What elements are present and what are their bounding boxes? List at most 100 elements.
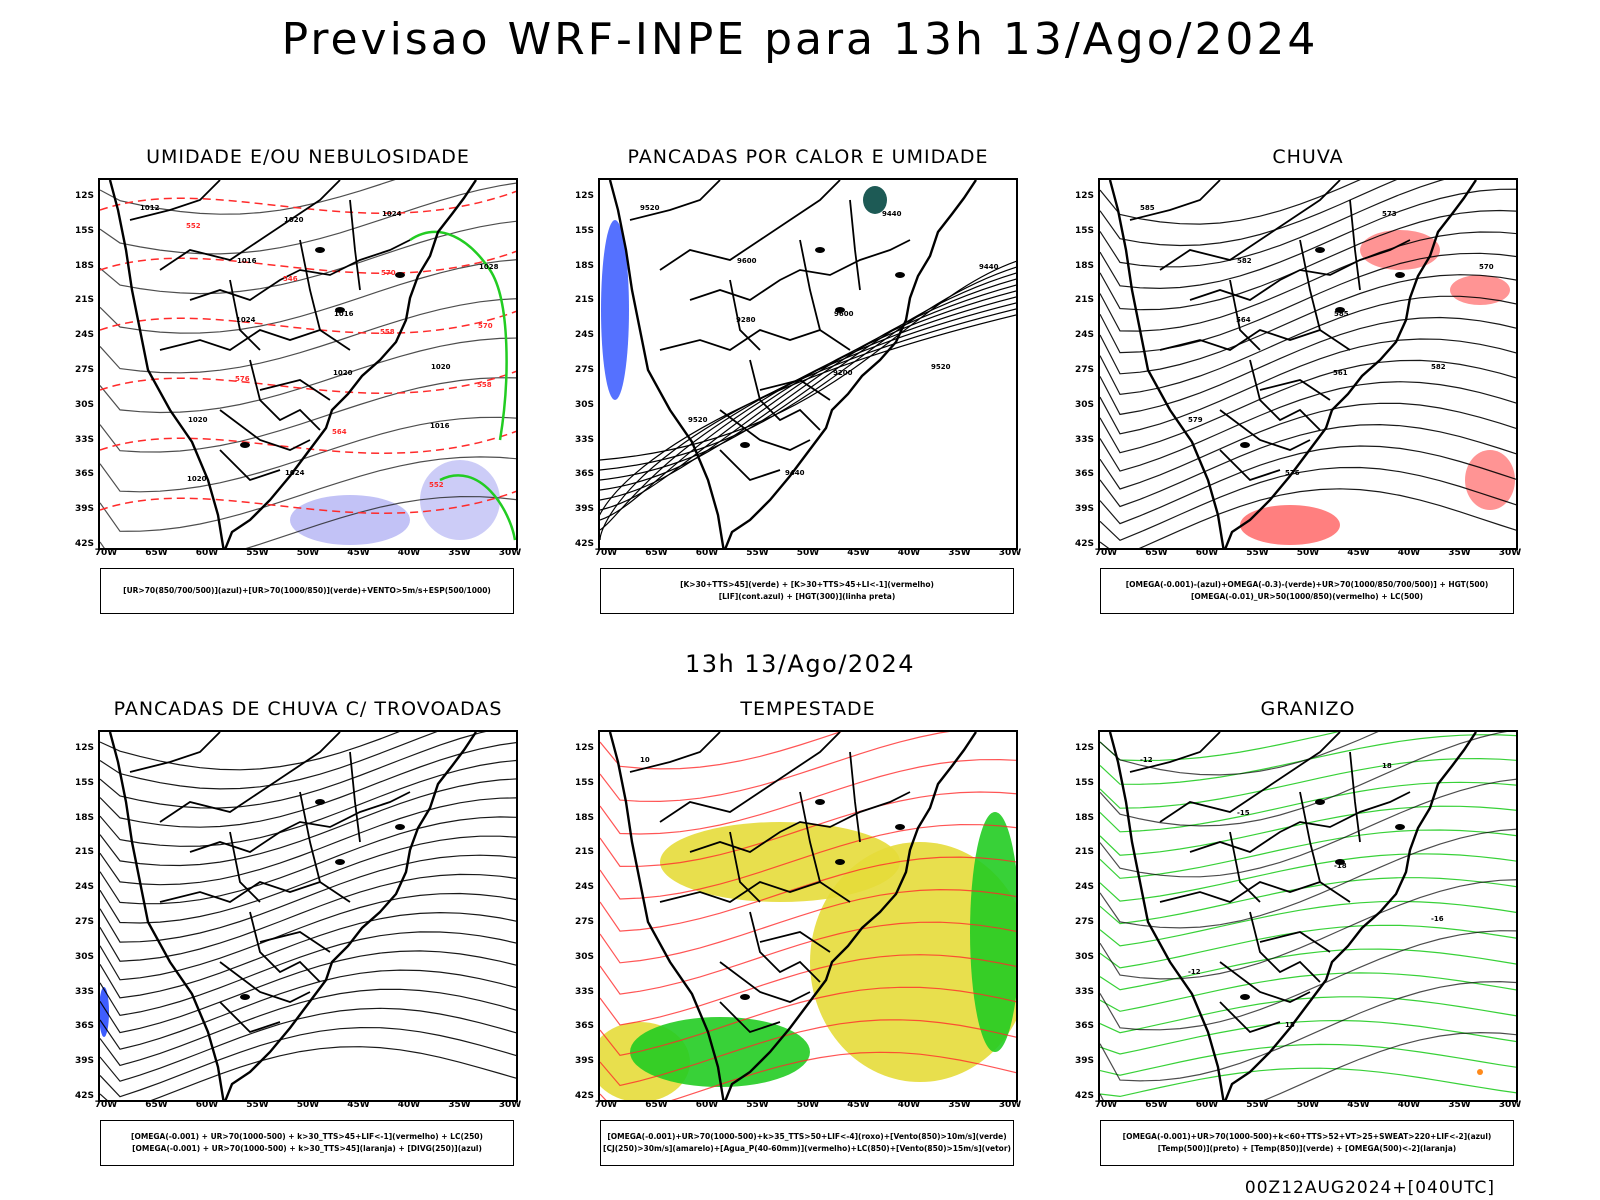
contour-label: 585	[1334, 310, 1349, 318]
shaded-area	[290, 495, 410, 545]
latitude-label: 39S	[1074, 504, 1094, 515]
political-border	[1349, 751, 1361, 843]
streamline	[1100, 930, 1516, 1031]
longitude-label: 50W	[796, 1100, 820, 1110]
latitude-label: 33S	[1074, 434, 1094, 445]
political-border	[689, 791, 911, 853]
jet-stream-area	[810, 842, 1016, 1082]
streamline	[1100, 188, 1516, 290]
rain-area	[1240, 505, 1340, 545]
contour-label: 9600	[737, 257, 757, 265]
legend-line: [OMEGA(-0.001) + UR>70(1000-500) + k>30_…	[132, 1144, 482, 1153]
longitude-label: 40W	[897, 1100, 921, 1110]
latitude-label: 42S	[574, 1091, 594, 1101]
rain-area	[1450, 275, 1510, 305]
latitude-label: 12S	[1074, 743, 1094, 753]
latitude-label: 33S	[574, 434, 594, 445]
contour-label: 561	[1333, 369, 1348, 377]
legend-line: [K>30+TTS>45](verde) + [K>30+TTS>45+LI<-…	[680, 580, 934, 589]
contour-label: 1024	[382, 210, 402, 218]
political-border	[189, 239, 411, 301]
streamline	[100, 950, 516, 1034]
political-border	[759, 931, 831, 953]
longitude-label: 35W	[1448, 548, 1471, 558]
contour-label: 570	[478, 322, 493, 330]
panel-legend: [OMEGA(-0.001) + UR>70(1000-500) + k>30_…	[100, 1120, 514, 1166]
contour-label: 10	[640, 756, 650, 764]
contour-label: -15	[1237, 809, 1250, 817]
legend-line: [OMEGA(-0.001)-(azul)+OMEGA(-0.3)-(verde…	[1125, 580, 1489, 589]
latitude-label: 30S	[74, 399, 94, 410]
lake	[1395, 824, 1405, 830]
streamline	[1100, 900, 1516, 947]
panel-legend: [OMEGA(-0.001)+UR>70(1000-500)+k<60+TTS>…	[1100, 1120, 1514, 1166]
latitude-label: 42S	[574, 539, 594, 549]
longitude-label: 65W	[145, 548, 168, 558]
lake	[240, 442, 250, 448]
wind-850-area	[970, 812, 1016, 1052]
latitude-label: 33S	[74, 986, 94, 997]
political-border	[299, 791, 321, 883]
lake	[1395, 272, 1405, 278]
panel-title: PANCADAS DE CHUVA C/ TROVOADAS	[113, 698, 503, 720]
longitude-label: 40W	[897, 548, 921, 558]
political-border	[229, 831, 261, 903]
lake	[815, 247, 825, 253]
dashed-contour	[100, 370, 516, 394]
streamline	[100, 732, 487, 809]
streamline	[1100, 180, 1445, 268]
contour-label: 9600	[834, 310, 854, 318]
longitude-label: 50W	[1296, 548, 1320, 558]
coastline	[1108, 732, 1477, 1100]
latitude-label: 36S	[574, 469, 594, 480]
latitude-label: 24S	[574, 330, 594, 341]
streamline	[600, 856, 1016, 932]
longitude-label: 55W	[1246, 1100, 1269, 1110]
contour-label: 552	[429, 481, 444, 489]
contour-label: -18	[1334, 862, 1347, 870]
contour-label: 573	[1382, 210, 1397, 218]
contour-label: 582	[1431, 363, 1446, 371]
panel-legend: [K>30+TTS>45](verde) + [K>30+TTS>45+LI<-…	[600, 568, 1014, 614]
longitude-label: 30W	[998, 1100, 1022, 1110]
longitude-label: 55W	[746, 548, 769, 558]
panel-legend: [UR>70(850/700/500)](azul)+[UR>70(1000/8…	[100, 568, 514, 614]
streamline	[1100, 924, 1516, 969]
lake	[895, 824, 905, 830]
wind-850-area	[630, 1017, 810, 1087]
political-border	[1159, 329, 1351, 351]
streamline	[1100, 877, 1516, 925]
map-canvas	[100, 732, 516, 1100]
latitude-label: 12S	[574, 191, 594, 201]
map-canvas: -12 -15 -18 -16 -12 15 18	[1100, 732, 1516, 1100]
legend-line: [Temp(500)](preto) + [Temp(850)](verde) …	[1157, 1144, 1457, 1153]
political-border	[129, 180, 221, 221]
panel-title: PANCADAS POR CALOR E UMIDADE	[627, 146, 989, 168]
longitude-label: 65W	[1145, 1100, 1168, 1110]
latitude-label: 18S	[1074, 260, 1094, 271]
political-border	[219, 409, 311, 451]
political-border	[189, 791, 411, 853]
legend-line: [OMEGA(-0.001) + UR>70(1000-500) + k>30_…	[131, 1132, 483, 1141]
longitude-label: 65W	[645, 1100, 668, 1110]
latitude-label: 18S	[74, 260, 94, 271]
political-border	[1219, 449, 1281, 482]
latitude-label: 36S	[1074, 469, 1094, 480]
streamline	[1100, 466, 1516, 542]
lake	[240, 994, 250, 1000]
height-contour	[600, 272, 1016, 481]
streamline	[100, 298, 516, 374]
streamline	[1100, 1031, 1516, 1100]
latitude-label: 21S	[1074, 295, 1094, 306]
longitude-label: 30W	[998, 548, 1022, 558]
height-contour	[600, 308, 1016, 541]
longitude-label: 55W	[246, 548, 269, 558]
longitude-label: 50W	[1296, 1100, 1320, 1110]
streamline	[600, 1051, 1016, 1100]
political-border	[219, 961, 311, 1003]
latitude-label: 24S	[574, 882, 594, 893]
longitude-label: 45W	[1347, 548, 1370, 558]
omega-mark	[1477, 1069, 1483, 1075]
contour-label: 558	[380, 328, 395, 336]
longitude-label: 40W	[397, 1100, 421, 1110]
